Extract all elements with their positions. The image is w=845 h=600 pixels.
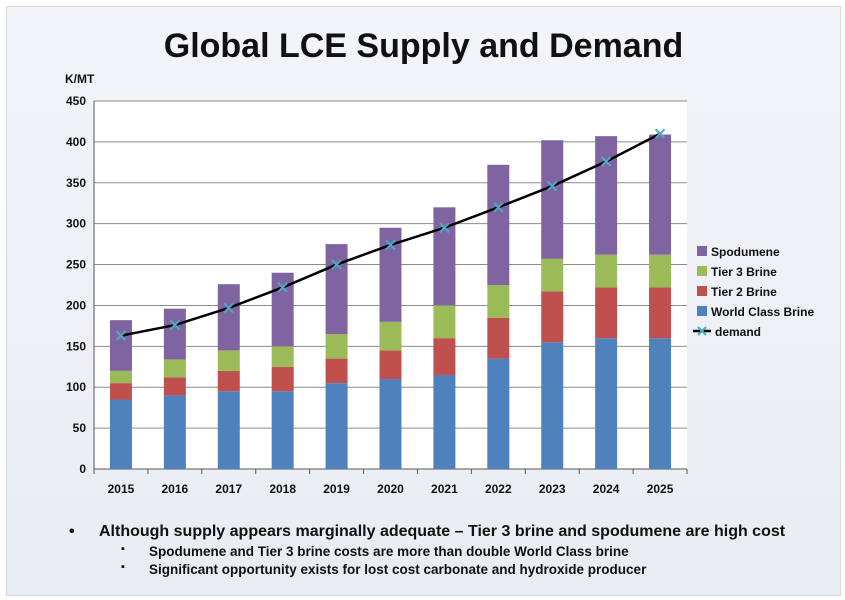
demand-marker xyxy=(169,319,181,331)
bar-segment xyxy=(595,338,618,469)
x-tick-label: 2016 xyxy=(162,482,189,496)
x-tick-label: 2019 xyxy=(323,482,350,496)
bar-segment xyxy=(487,317,510,359)
notes: Although supply appears marginally adequ… xyxy=(69,523,845,577)
demand-marker xyxy=(385,239,396,251)
bar-segment xyxy=(271,272,294,347)
legend-swatch xyxy=(697,266,707,276)
legend-swatch xyxy=(697,246,707,256)
note-sub-2: Significant opportunity exists for lost … xyxy=(69,561,845,577)
demand-marker xyxy=(223,302,234,314)
bar-segment xyxy=(649,134,672,255)
bar-segment xyxy=(487,285,510,318)
x-tick-label: 2022 xyxy=(485,482,512,496)
note-sub-1: Spodumene and Tier 3 brine costs are mor… xyxy=(69,543,845,559)
chart-svg: 0 50 100 150 200 250 300 350 400 450 K/MT 2015 2016 2… xyxy=(65,72,814,496)
demand-marker xyxy=(115,330,127,341)
bar-segment xyxy=(271,366,294,392)
x-tick-label: 2023 xyxy=(539,482,566,496)
demand-marker xyxy=(547,180,558,192)
bar-segment xyxy=(649,254,672,288)
bar-segment xyxy=(109,370,132,384)
demand-marker xyxy=(439,222,450,233)
y-tick-label: 200 xyxy=(66,298,86,312)
bar-segment xyxy=(325,383,348,469)
x-tick-label: 2015 xyxy=(108,482,135,496)
bar-segment xyxy=(163,395,186,469)
y-axis-label: K/MT xyxy=(65,72,95,86)
bar-segment xyxy=(163,308,186,360)
legend-swatch xyxy=(697,306,707,316)
bar-segment xyxy=(271,391,294,469)
y-tick-label: 350 xyxy=(66,176,86,190)
x-tick-label: 2018 xyxy=(269,482,296,496)
bar-segment xyxy=(541,140,564,259)
y-tick-label: 50 xyxy=(73,421,87,435)
bar-segment xyxy=(325,334,348,359)
bar-segment xyxy=(217,284,240,351)
demand-marker xyxy=(493,202,504,213)
y-tick-label: 100 xyxy=(66,380,86,394)
y-tick-label: 250 xyxy=(66,258,86,272)
x-tick-label: 2025 xyxy=(647,482,674,496)
legend-label: Spodumene xyxy=(711,245,780,259)
bar-segment xyxy=(379,227,402,322)
bar-segment xyxy=(649,338,672,469)
y-tick-label: 450 xyxy=(66,94,86,108)
bar-segment xyxy=(433,374,456,469)
bar-segment xyxy=(541,258,564,292)
bar-segment xyxy=(649,287,672,339)
x-tick-label: 2024 xyxy=(593,482,620,496)
legend-label: World Class Brine xyxy=(711,305,814,319)
slide: Global LCE Supply and Demand 0 50 100 150 20… xyxy=(6,6,841,596)
bar-segment xyxy=(217,391,240,469)
demand-marker xyxy=(654,128,666,139)
legend-swatch xyxy=(697,286,707,296)
bar-segment xyxy=(325,244,348,335)
y-tick-label: 300 xyxy=(66,217,86,231)
legend-label: demand xyxy=(715,325,761,339)
chart-title: Global LCE Supply and Demand xyxy=(163,27,684,65)
bar-segment xyxy=(109,320,132,371)
bar-segment xyxy=(163,359,186,378)
x-tick-label: 2020 xyxy=(377,482,404,496)
bar-segment xyxy=(379,321,402,351)
legend-marker-swatch xyxy=(697,326,707,336)
bar-segment xyxy=(109,383,132,400)
bar-segment xyxy=(487,358,510,469)
bar-segment xyxy=(271,346,294,367)
note-main: Although supply appears marginally adequ… xyxy=(69,523,845,541)
demand-marker xyxy=(277,282,288,293)
x-tick-label: 2021 xyxy=(431,482,458,496)
bar-segment xyxy=(541,342,564,469)
legend-label: Tier 2 Brine xyxy=(711,285,777,299)
y-tick-label: 0 xyxy=(79,462,86,476)
y-tick-label: 150 xyxy=(66,339,86,353)
bar-segment xyxy=(595,287,618,339)
bar-segment xyxy=(217,350,240,371)
legend-label: Tier 3 Brine xyxy=(711,265,777,279)
bar-segment xyxy=(433,338,456,375)
bar-segment xyxy=(163,377,186,396)
bar-segment xyxy=(325,358,348,384)
bar-segment xyxy=(433,207,456,306)
y-tick-label: 400 xyxy=(66,135,86,149)
bar-segment xyxy=(379,379,402,469)
bar-segment xyxy=(379,350,402,380)
bar-segment xyxy=(109,399,132,469)
bar-segment xyxy=(541,291,564,343)
bar-segment xyxy=(487,164,510,285)
demand-marker xyxy=(600,156,612,167)
x-tick-label: 2017 xyxy=(215,482,242,496)
demand-marker xyxy=(331,259,342,270)
bar-segment xyxy=(595,254,618,288)
bar-segment xyxy=(433,305,456,339)
bar-segment xyxy=(595,136,618,255)
bar-segment xyxy=(217,370,240,392)
